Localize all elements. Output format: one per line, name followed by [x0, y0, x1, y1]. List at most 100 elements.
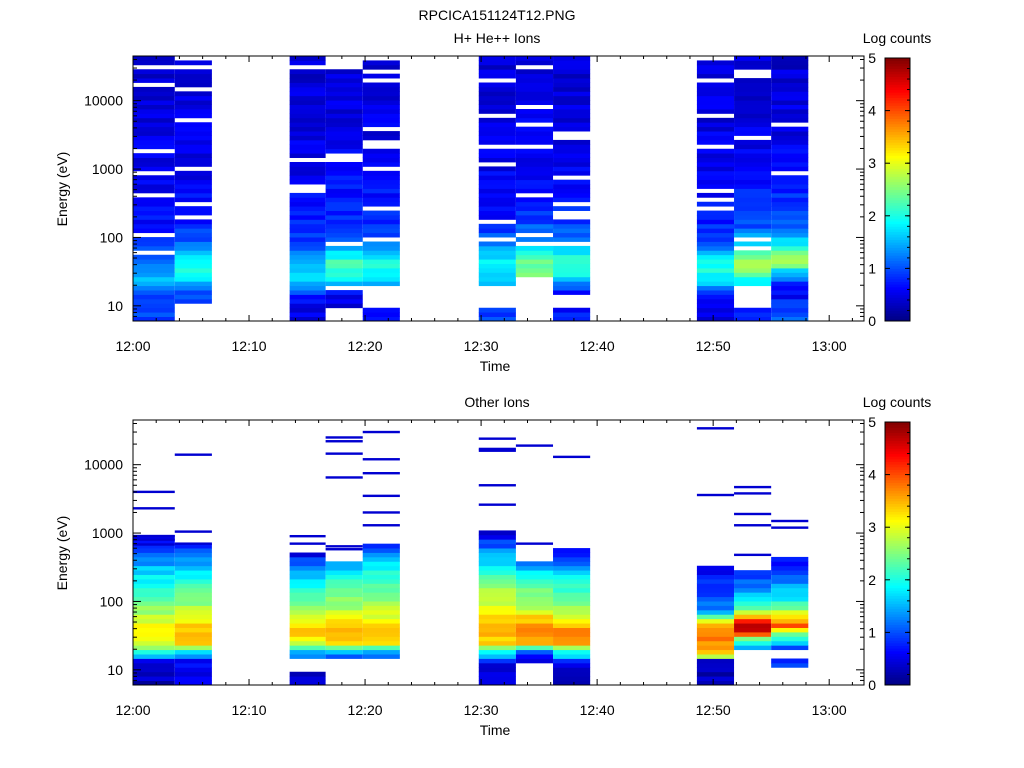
heatmap-cell — [734, 636, 772, 642]
heatmap-cell — [553, 206, 591, 211]
colorbar-swatch — [885, 239, 910, 243]
heatmap-cell — [478, 175, 516, 181]
heatmap-cell — [734, 223, 772, 229]
heatmap-cell — [133, 632, 175, 637]
heatmap-cell — [133, 175, 175, 181]
heatmap-cell — [515, 636, 554, 642]
heatmap-cell — [478, 627, 516, 633]
y-tick-label: 1000 — [92, 161, 123, 177]
heatmap-cell — [553, 680, 591, 686]
colorbar-swatch — [885, 448, 910, 452]
heatmap-cell — [478, 82, 516, 88]
heatmap-cell — [174, 632, 212, 637]
heatmap-cell — [696, 272, 735, 278]
colorbar-swatch — [885, 453, 910, 457]
heatmap-plot — [133, 56, 809, 322]
heatmap-cell — [174, 179, 212, 185]
heatmap-cell — [771, 623, 809, 628]
heatmap-cell — [515, 95, 554, 101]
heatmap-cell — [174, 126, 212, 132]
heatmap-cell — [133, 276, 175, 282]
colorbar-swatch — [885, 553, 910, 557]
heatmap-cell — [553, 552, 591, 558]
heatmap-cell — [553, 122, 591, 128]
heatmap-cell — [478, 122, 516, 128]
colorbar-swatch — [885, 192, 910, 196]
heatmap-cell — [174, 583, 212, 589]
heatmap-cell — [734, 250, 772, 256]
heatmap-cell — [696, 219, 735, 225]
heatmap-cell — [133, 60, 175, 66]
heatmap-cell — [478, 601, 516, 606]
heatmap-cell — [478, 658, 516, 664]
heatmap-cell — [478, 210, 516, 216]
heatmap-cell — [478, 614, 516, 620]
heatmap-cell — [289, 596, 326, 602]
heatmap-cell — [771, 556, 809, 562]
heatmap-cell — [515, 126, 554, 132]
colorbar-swatch — [885, 474, 910, 478]
heatmap-cell — [478, 623, 516, 628]
heatmap-cell — [771, 100, 809, 105]
colorbar-swatch — [885, 529, 910, 533]
heatmap-cell — [362, 100, 400, 105]
heatmap-cell — [478, 254, 516, 260]
colorbar-swatch — [885, 440, 910, 444]
heatmap-cell — [325, 654, 363, 659]
heatmap-cell — [771, 658, 809, 664]
colorbar-swatch — [885, 450, 910, 455]
heatmap-cell — [289, 135, 326, 141]
heatmap-cell — [174, 294, 212, 300]
heatmap-cell — [771, 645, 809, 651]
heatmap-cell — [771, 640, 809, 646]
colorbar-swatch — [885, 550, 910, 554]
heatmap-cell — [515, 175, 554, 181]
heatmap-cell — [478, 667, 516, 673]
colorbar-swatch — [885, 86, 910, 91]
heatmap-cell — [696, 605, 735, 611]
heatmap-cell — [478, 109, 516, 114]
colorbar-swatch — [885, 645, 910, 649]
heatmap-cell — [771, 614, 809, 620]
heatmap-cell — [696, 210, 735, 216]
heatmap-cell — [289, 162, 326, 167]
heatmap-cell — [325, 197, 363, 203]
heatmap-cell — [325, 113, 363, 119]
heatmap-cell — [133, 290, 175, 295]
colorbar-swatch — [885, 160, 910, 164]
heatmap-cell — [771, 117, 809, 123]
heatmap-cell — [515, 184, 554, 189]
x-tick-label: 13:00 — [812, 702, 847, 718]
heatmap-cell — [515, 139, 554, 145]
heatmap-cell — [289, 272, 326, 278]
colorbar-swatch — [885, 556, 910, 560]
heatmap-cell — [133, 543, 175, 546]
colorbar-swatch — [885, 624, 910, 628]
heatmap-cell — [553, 78, 591, 83]
heatmap-cell — [734, 627, 772, 633]
heatmap-cell — [133, 534, 175, 538]
colorbar-tick-label: 0 — [868, 677, 876, 693]
colorbar-swatch — [885, 500, 910, 505]
heatmap-cell — [771, 263, 809, 269]
heatmap-cell — [696, 565, 735, 571]
heatmap-cell — [696, 232, 735, 238]
heatmap-cell — [696, 179, 735, 185]
heatmap-cell — [133, 307, 175, 313]
heatmap-cell — [174, 91, 212, 97]
heatmap-cell — [478, 259, 516, 264]
heatmap-cell — [771, 303, 809, 309]
heatmap-cell — [362, 316, 400, 322]
heatmap-cell — [771, 307, 809, 313]
heatmap-cell — [553, 95, 591, 101]
heatmap-cell — [696, 153, 735, 158]
heatmap-cell — [289, 245, 326, 251]
heatmap-cell — [174, 135, 212, 141]
heatmap-cell — [771, 135, 809, 141]
colorbar-swatch — [885, 218, 910, 222]
heatmap-cell — [362, 179, 400, 185]
heatmap-cell — [362, 609, 400, 615]
heatmap-cell — [362, 219, 400, 225]
heatmap-cell — [734, 126, 772, 132]
heatmap-cell — [734, 276, 772, 282]
